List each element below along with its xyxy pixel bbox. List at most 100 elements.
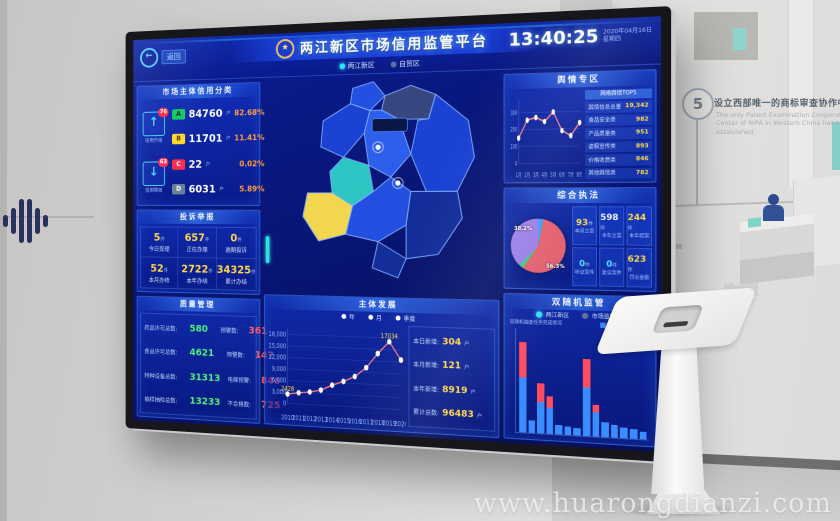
map-label-chip [372, 118, 407, 132]
down-badge: 63 [158, 157, 169, 167]
svg-text:2017: 2017 [359, 418, 373, 427]
svg-text:2014: 2014 [325, 416, 338, 425]
bar [519, 331, 527, 433]
svg-text:6,000: 6,000 [272, 377, 287, 385]
milestone-text-zh: 设立西部唯一的商标审查协作中心。 [714, 99, 840, 109]
grade-chip: A [172, 108, 186, 120]
stat-cell: 52件 本月办结 [140, 257, 179, 289]
svg-text:100: 100 [510, 144, 517, 152]
tab-liangjiang[interactable]: 两江新区 [339, 60, 375, 71]
svg-text:5月: 5月 [550, 172, 556, 180]
map-district[interactable] [382, 85, 436, 120]
list-item[interactable]: 虚假宣传类 893 [585, 140, 653, 153]
back-button[interactable]: ← 返回 [140, 46, 187, 68]
svg-text:0: 0 [515, 161, 517, 169]
list-item[interactable]: 价格收费类 846 [585, 153, 653, 166]
credit-down-box[interactable]: ↓ 63 [142, 157, 169, 186]
left-column: 市场主体信用分类 ↑ 76 信用升级 ↓ 63 [136, 81, 280, 424]
legend-month[interactable]: 月 [368, 312, 382, 322]
svg-text:2016: 2016 [348, 418, 361, 427]
stat-cell: 2722件 本年办结 [178, 257, 217, 290]
quality-row: 食品许可总数:4621 预警数:147 [144, 347, 273, 362]
map-marker[interactable] [375, 144, 381, 150]
map-district[interactable] [406, 191, 462, 259]
svg-text:12,000: 12,000 [268, 353, 286, 361]
wall-edge-band [0, 0, 7, 521]
credit-arrows: ↑ 76 信用升级 ↓ 63 信用降级 [141, 102, 169, 202]
quality-panel-title: 质量管理 [137, 296, 260, 314]
stat-cell: 34325件 累计办结 [216, 262, 256, 286]
credit-row-c[interactable]: C 22 户 0.02% [170, 157, 266, 170]
svg-text:9,000: 9,000 [272, 365, 287, 373]
quality-row: 特种设备总数:31313 电梯预警:846 [144, 371, 280, 387]
title-block: ★ 两江新区市场信用监管平台 两江新区 自贸区 [229, 25, 542, 75]
bar [582, 333, 591, 437]
credit-row-d[interactable]: D 6031 户 5.89% [170, 183, 266, 196]
sentiment-list-header: 网络舆情TOP5 [585, 88, 653, 100]
stat-tile: 0件 听证案件 [572, 247, 597, 287]
list-item[interactable]: 其他舆情类 782 [585, 167, 653, 179]
svg-text:2011: 2011 [292, 415, 305, 423]
back-label[interactable]: 返回 [161, 49, 187, 65]
svg-text:0: 0 [283, 400, 286, 408]
bar [528, 331, 536, 434]
radio-dot-icon [368, 314, 374, 320]
credit-up-box[interactable]: ↑ 76 [142, 107, 169, 136]
list-item[interactable]: 产品质量类 951 [585, 126, 653, 140]
credit-row-a[interactable]: A 84760 户 82.68% [170, 106, 266, 121]
radio-dot-icon [390, 61, 397, 68]
map-district[interactable] [350, 81, 385, 111]
map-district[interactable] [372, 242, 406, 278]
development-line-chart: 03,0006,0009,00012,00015,00018,000201020… [268, 319, 405, 429]
svg-text:4月: 4月 [542, 172, 548, 180]
sentiment-panel: 舆情专区 0 100 200 300 1月 2月 3月 4月 5月 6月 7月 8月 网络舆情TOP5… [503, 68, 657, 184]
svg-text:2012: 2012 [303, 415, 316, 424]
credit-row-b[interactable]: B 11701 户 11.41% [170, 131, 266, 145]
dashboard-body: 市场主体信用分类 ↑ 76 信用升级 ↓ 63 [133, 65, 661, 453]
svg-text:2019: 2019 [382, 420, 396, 429]
bar [546, 331, 554, 435]
bar [537, 331, 545, 434]
enforcement-pie-wrap: 38.2% 56.3% [508, 206, 569, 286]
svg-text:8月: 8月 [577, 171, 582, 179]
sentiment-list: 网络舆情TOP5 舆情信息总量 19,342 食品安全类 982 产品质量类 951 … [585, 88, 653, 179]
clock-week: 星期四 [602, 36, 622, 44]
pie-label-purple: 38.2% [513, 225, 533, 233]
svg-text:3月: 3月 [533, 172, 539, 180]
map-marker[interactable] [395, 180, 401, 186]
map-district-highlight-cyan[interactable] [330, 157, 374, 206]
wall-gray-block [694, 12, 758, 60]
svg-text:18,000: 18,000 [268, 331, 286, 339]
svg-text:6月: 6月 [559, 172, 565, 180]
legend-quarter[interactable]: 季度 [395, 313, 415, 323]
list-item[interactable]: 食品安全类 982 [585, 113, 653, 127]
quality-row: 抽样抽检总数:13233 不合格数:725 [144, 395, 280, 412]
development-stats: 本日新增: 304 户 本月新增: 121 户 本年新增: 8919 户 累计总数: 9648… [408, 325, 496, 432]
map-district[interactable] [346, 177, 411, 242]
wall-teal-decor [733, 28, 746, 50]
right-column: 舆情专区 0 100 200 300 1月 2月 3月 4月 5月 6月 7月 8月 网络舆情TOP5… [503, 68, 657, 448]
svg-text:7月: 7月 [568, 171, 574, 179]
stat-tile: 623件 罚没金额 [626, 247, 653, 288]
map-district-highlight-yellow[interactable] [303, 193, 353, 242]
radio-dot-icon [582, 312, 589, 319]
tab-random-liangjiang[interactable]: 两江新区 [536, 310, 569, 319]
enforcement-tiles: 93件 本月立案 598件 本年立案 244件 本年结案 0件 听证案件 0件 复议案件 … [572, 206, 653, 288]
map-district[interactable] [321, 103, 370, 157]
map-zoom-slider[interactable] [265, 235, 270, 264]
bar [564, 332, 572, 436]
svg-text:17034: 17034 [381, 333, 398, 342]
stat-tile: 244件 本年结案 [626, 206, 653, 246]
credit-panel: 市场主体信用分类 ↑ 76 信用升级 ↓ 63 [136, 81, 264, 206]
stat-tile: 598件 本年立案 [599, 206, 625, 246]
milestone-stem [696, 120, 698, 206]
enforcement-panel-title: 综合执法 [504, 188, 656, 204]
legend-year[interactable]: 年 [341, 311, 355, 321]
kiosk-top-plate [594, 287, 758, 355]
page-title: 两江新区市场信用监管平台 [299, 33, 489, 58]
tab-zimaoqu[interactable]: 自贸区 [390, 58, 420, 69]
stat-cell: 657件 正在办理 [178, 227, 217, 259]
list-item[interactable]: 舆情信息总量 19,342 [585, 100, 653, 113]
back-arrow-icon[interactable]: ← [140, 47, 159, 68]
svg-text:200: 200 [510, 127, 517, 135]
